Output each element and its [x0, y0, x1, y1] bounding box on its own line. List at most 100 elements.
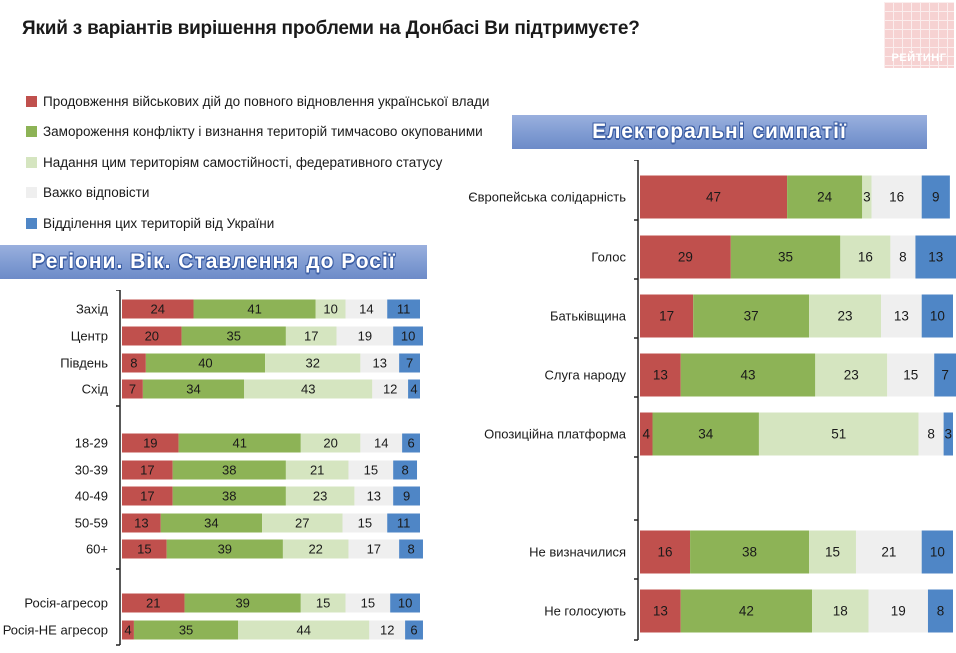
data-label: 10: [401, 329, 415, 344]
legend-item: Відділення цих територій від України: [26, 208, 489, 239]
bar-segment: [178, 433, 301, 453]
bar-segment: [887, 353, 935, 397]
bar-segment: [399, 353, 420, 373]
data-label: 22: [308, 542, 322, 557]
data-label: 4: [124, 623, 131, 638]
bar-segment: [387, 299, 420, 319]
bar-segment: [265, 353, 361, 373]
bar-segment: [172, 460, 286, 480]
bar-segment: [285, 486, 355, 506]
bar-segment: [122, 593, 185, 613]
bar-segment: [133, 620, 239, 640]
legend-item: Важко відповісти: [26, 178, 489, 209]
bar-segment: [862, 175, 872, 219]
legend-label: Продовження військових дій до повного ві…: [43, 93, 490, 109]
data-label: 34: [204, 516, 218, 531]
legend-swatch: [26, 95, 37, 107]
bar-segment: [285, 460, 349, 480]
bar-segment: [393, 326, 423, 346]
category-label: 50-59: [75, 516, 108, 531]
bar-segment: [640, 412, 653, 456]
data-label: 15: [903, 368, 918, 383]
category-label: Росія-НЕ агресор: [3, 623, 108, 638]
data-label: 16: [658, 545, 673, 560]
data-label: 13: [373, 356, 387, 371]
data-label: 24: [151, 302, 165, 317]
data-label: 14: [374, 436, 388, 451]
bar-segment: [680, 589, 813, 633]
legend-swatch: [26, 187, 37, 199]
category-label: Європейська солідарність: [468, 190, 626, 205]
data-label: 14: [359, 302, 373, 317]
bar-segment: [408, 379, 420, 399]
data-label: 6: [410, 623, 417, 638]
bar-segment: [640, 589, 681, 633]
data-label: 17: [140, 489, 154, 504]
data-label: 41: [232, 436, 246, 451]
bar-segment: [345, 299, 388, 319]
page-title: Який з варіантів вирішення проблеми на Д…: [22, 18, 640, 39]
data-label: 34: [698, 427, 714, 442]
data-label: 9: [932, 190, 940, 205]
data-label: 3: [945, 427, 953, 442]
category-label: 40-49: [75, 489, 108, 504]
category-label: Росія-агресор: [24, 596, 108, 611]
bar-segment: [393, 486, 420, 506]
bar-segment: [244, 379, 373, 399]
bar-segment: [282, 539, 349, 559]
data-label: 24: [817, 190, 833, 205]
bar-segment: [812, 589, 869, 633]
chart-banner-electoral: Електоральні симпатії: [512, 115, 927, 149]
data-label: 15: [137, 542, 151, 557]
legend-swatch: [26, 156, 37, 168]
data-label: 7: [406, 356, 413, 371]
bar-segment: [354, 486, 394, 506]
data-label: 4: [410, 382, 417, 397]
category-label: 60+: [86, 542, 108, 557]
bar-segment: [160, 513, 263, 533]
legend-label: Замороження конфлікту і визнання територ…: [43, 124, 483, 140]
bar-segment: [730, 235, 841, 279]
data-label: 12: [383, 382, 397, 397]
data-label: 23: [837, 309, 852, 324]
data-label: 8: [937, 604, 945, 619]
logo-text: РЕЙТИНГ: [891, 52, 947, 64]
data-label: 16: [858, 250, 873, 265]
bar-segment: [184, 593, 301, 613]
data-label: 23: [313, 489, 327, 504]
data-label: 8: [407, 542, 414, 557]
bar-segment: [815, 353, 888, 397]
legend-label: Важко відповісти: [43, 185, 150, 201]
bar-segment: [758, 412, 919, 456]
bar-segment: [172, 486, 286, 506]
bar-segment: [809, 530, 856, 574]
chart-banner-regions: Регіони. Вік. Ставлення до Росії: [0, 245, 427, 279]
data-label: 4: [643, 427, 651, 442]
bar-segment: [934, 353, 956, 397]
data-label: 41: [247, 302, 261, 317]
data-label: 43: [740, 368, 755, 383]
data-label: 13: [134, 516, 148, 531]
data-label: 8: [927, 427, 935, 442]
data-label: 21: [310, 463, 324, 478]
data-label: 13: [653, 604, 668, 619]
data-label: 37: [744, 309, 759, 324]
data-label: 39: [235, 596, 249, 611]
data-label: 13: [653, 368, 668, 383]
data-label: 15: [361, 596, 375, 611]
bar-segment: [122, 379, 143, 399]
bar-segment: [122, 326, 182, 346]
data-label: 42: [739, 604, 754, 619]
data-label: 20: [323, 436, 337, 451]
data-label: 8: [401, 463, 408, 478]
data-label: 15: [316, 596, 330, 611]
bar-segment: [285, 326, 337, 346]
data-label: 13: [894, 309, 909, 324]
category-label: Батьківщина: [550, 309, 627, 324]
category-label: Слуга народу: [545, 368, 627, 383]
data-label: 7: [941, 368, 949, 383]
legend-label: Надання цим територіям самостійності, фе…: [43, 154, 443, 170]
bar-segment: [372, 379, 409, 399]
bar-segment: [927, 589, 953, 633]
bar-segment: [640, 530, 691, 574]
